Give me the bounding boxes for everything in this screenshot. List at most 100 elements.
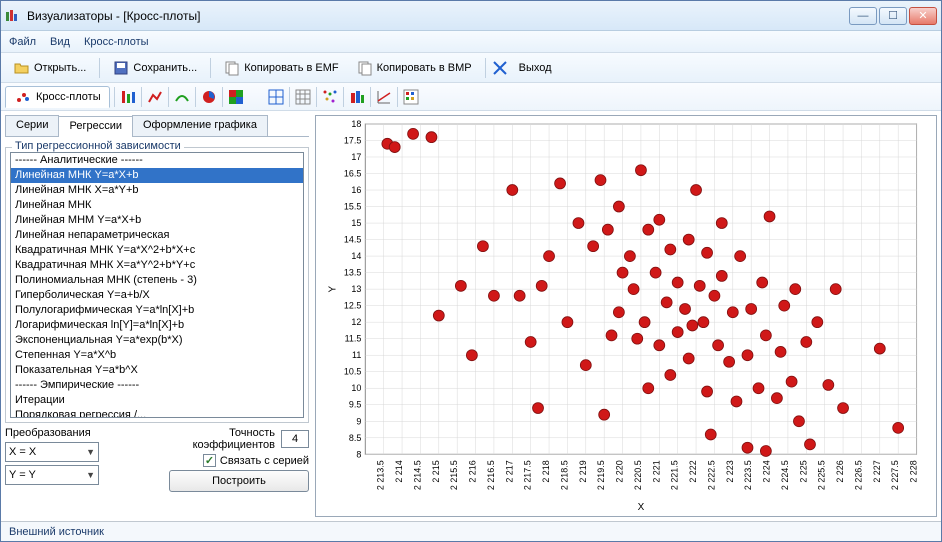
svg-text:16.5: 16.5 xyxy=(344,168,361,178)
svg-text:2 222: 2 222 xyxy=(688,460,698,482)
close-button[interactable]: ✕ xyxy=(909,7,937,25)
crossplots-tab[interactable]: Кросс-плоты xyxy=(5,86,110,108)
regression-item[interactable]: Логарифмическая ln[Y]=a*ln[X]+b xyxy=(11,318,303,333)
svg-text:2 214: 2 214 xyxy=(394,460,404,482)
save-button[interactable]: Сохранить... xyxy=(106,57,204,79)
tool-icon-4[interactable] xyxy=(200,88,218,106)
chart-area[interactable]: 88.599.51010.51111.51212.51313.51414.515… xyxy=(315,115,937,517)
svg-text:14.5: 14.5 xyxy=(344,235,361,245)
svg-text:9.5: 9.5 xyxy=(349,400,361,410)
svg-text:11.5: 11.5 xyxy=(345,334,362,344)
regression-item[interactable]: Линейная МНК xyxy=(11,198,303,213)
svg-text:2 226.5: 2 226.5 xyxy=(853,460,863,490)
main-toolbar: Открыть... Сохранить... Копировать в EMF… xyxy=(1,53,941,83)
svg-text:9: 9 xyxy=(356,416,361,426)
separator xyxy=(485,58,486,78)
regression-item[interactable]: ------ Аналитические ------ xyxy=(11,153,303,168)
tool-icon-5[interactable] xyxy=(227,88,245,106)
svg-text:2 220: 2 220 xyxy=(615,460,625,482)
regression-list[interactable]: ------ Аналитические ------Линейная МНК … xyxy=(10,152,304,418)
tool-icon-11[interactable] xyxy=(402,88,420,106)
menu-view[interactable]: Вид xyxy=(50,36,70,48)
svg-text:2 214.5: 2 214.5 xyxy=(412,460,422,490)
regression-type-title: Тип регрессионной зависимости xyxy=(12,140,184,152)
svg-text:2 227.5: 2 227.5 xyxy=(890,460,900,490)
copy-emf-label: Копировать в EMF xyxy=(244,62,338,74)
menu-file[interactable]: Файл xyxy=(9,36,36,48)
svg-text:2 225: 2 225 xyxy=(798,460,808,482)
scatter-chart: 88.599.51010.51111.51212.51313.51414.515… xyxy=(316,116,936,516)
exit-button[interactable]: Выход xyxy=(512,57,559,79)
regression-item[interactable]: Полулогарифмическая Y=a*ln[X]+b xyxy=(11,303,303,318)
tool-icon-9[interactable] xyxy=(348,88,366,106)
separator xyxy=(289,87,290,107)
crossplots-tab-label: Кросс-плоты xyxy=(36,91,101,103)
svg-text:2 224: 2 224 xyxy=(762,460,772,482)
exit-icon[interactable] xyxy=(492,60,508,76)
svg-text:2 224.5: 2 224.5 xyxy=(780,460,790,490)
svg-text:13: 13 xyxy=(351,284,361,294)
build-button[interactable]: Построить xyxy=(169,470,309,492)
copy-bmp-button[interactable]: Копировать в BMP xyxy=(350,57,479,79)
tool-icon-3[interactable] xyxy=(173,88,191,106)
separator xyxy=(370,87,371,107)
tool-icon-6[interactable] xyxy=(267,88,285,106)
regression-item[interactable]: Показательная Y=a*b^X xyxy=(11,363,303,378)
separator xyxy=(397,87,398,107)
regression-item[interactable]: ------ Эмпирические ------ xyxy=(11,378,303,393)
y-transform-combo[interactable]: Y = Y▼ xyxy=(5,465,99,485)
tab-series[interactable]: Серии xyxy=(5,115,59,136)
svg-text:2 215: 2 215 xyxy=(431,460,441,482)
separator xyxy=(141,87,142,107)
transform-label: Преобразования xyxy=(5,427,99,439)
svg-text:2 223.5: 2 223.5 xyxy=(743,460,753,490)
left-panel: Серии Регрессии Оформление графика Тип р… xyxy=(5,115,309,517)
separator xyxy=(343,87,344,107)
bind-series-checkbox[interactable]: ✓ Связать с серией xyxy=(109,454,309,467)
regression-item[interactable]: Гиперболическая Y=a+b/X xyxy=(11,288,303,303)
svg-text:2 219: 2 219 xyxy=(578,460,588,482)
regression-item[interactable]: Линейная МНМ Y=a*X+b xyxy=(11,213,303,228)
menu-crossplots[interactable]: Кросс-плоты xyxy=(84,36,149,48)
tool-icon-8[interactable] xyxy=(321,88,339,106)
regression-item[interactable]: Степенная Y=a*X^b xyxy=(11,348,303,363)
svg-text:10: 10 xyxy=(351,383,361,393)
app-window: Визуализаторы - [Кросс-плоты] — ☐ ✕ Файл… xyxy=(0,0,942,542)
copy-emf-icon xyxy=(224,60,240,76)
tool-icon-1[interactable] xyxy=(119,88,137,106)
copy-emf-button[interactable]: Копировать в EMF xyxy=(217,57,345,79)
svg-text:17: 17 xyxy=(351,152,361,162)
x-transform-combo[interactable]: X = X▼ xyxy=(5,442,99,462)
svg-text:8: 8 xyxy=(356,449,361,459)
svg-text:2 217.5: 2 217.5 xyxy=(523,460,533,490)
svg-text:2 228: 2 228 xyxy=(909,460,919,482)
svg-text:2 222.5: 2 222.5 xyxy=(706,460,716,490)
status-text: Внешний источник xyxy=(9,526,104,538)
regression-item[interactable]: Квадратичная МНК X=a*Y^2+b*Y+c xyxy=(11,258,303,273)
svg-text:2 225.5: 2 225.5 xyxy=(817,460,827,490)
tool-icon-2[interactable] xyxy=(146,88,164,106)
maximize-button[interactable]: ☐ xyxy=(879,7,907,25)
regression-item[interactable]: Итерации xyxy=(11,393,303,408)
tool-icon-7[interactable] xyxy=(294,88,312,106)
svg-text:2 215.5: 2 215.5 xyxy=(449,460,459,490)
minimize-button[interactable]: — xyxy=(849,7,877,25)
app-icon xyxy=(5,8,21,24)
regression-item[interactable]: Квадратичная МНК Y=a*X^2+b*X+c xyxy=(11,243,303,258)
regression-item[interactable]: Полиномиальная МНК (степень - 3) xyxy=(11,273,303,288)
bind-series-label: Связать с серией xyxy=(220,455,309,467)
bottom-controls: Преобразования X = X▼ Y = Y▼ Точность ко… xyxy=(5,427,309,492)
titlebar: Визуализаторы - [Кросс-плоты] — ☐ ✕ xyxy=(1,1,941,31)
regression-item[interactable]: Линейная МНК Y=a*X+b xyxy=(11,168,303,183)
svg-text:2 216: 2 216 xyxy=(468,460,478,482)
regression-item[interactable]: Экспоненциальная Y=a*exp(b*X) xyxy=(11,333,303,348)
regression-item[interactable]: Линейная МНК X=a*Y+b xyxy=(11,183,303,198)
tab-formatting[interactable]: Оформление графика xyxy=(132,115,268,136)
regression-item[interactable]: Порядковая регрессия /... xyxy=(11,408,303,418)
precision-value[interactable]: 4 xyxy=(281,430,309,448)
svg-text:17.5: 17.5 xyxy=(344,135,361,145)
open-button[interactable]: Открыть... xyxy=(7,57,93,79)
tab-regressions[interactable]: Регрессии xyxy=(58,116,133,137)
regression-item[interactable]: Линейная непараметрическая xyxy=(11,228,303,243)
tool-icon-10[interactable] xyxy=(375,88,393,106)
